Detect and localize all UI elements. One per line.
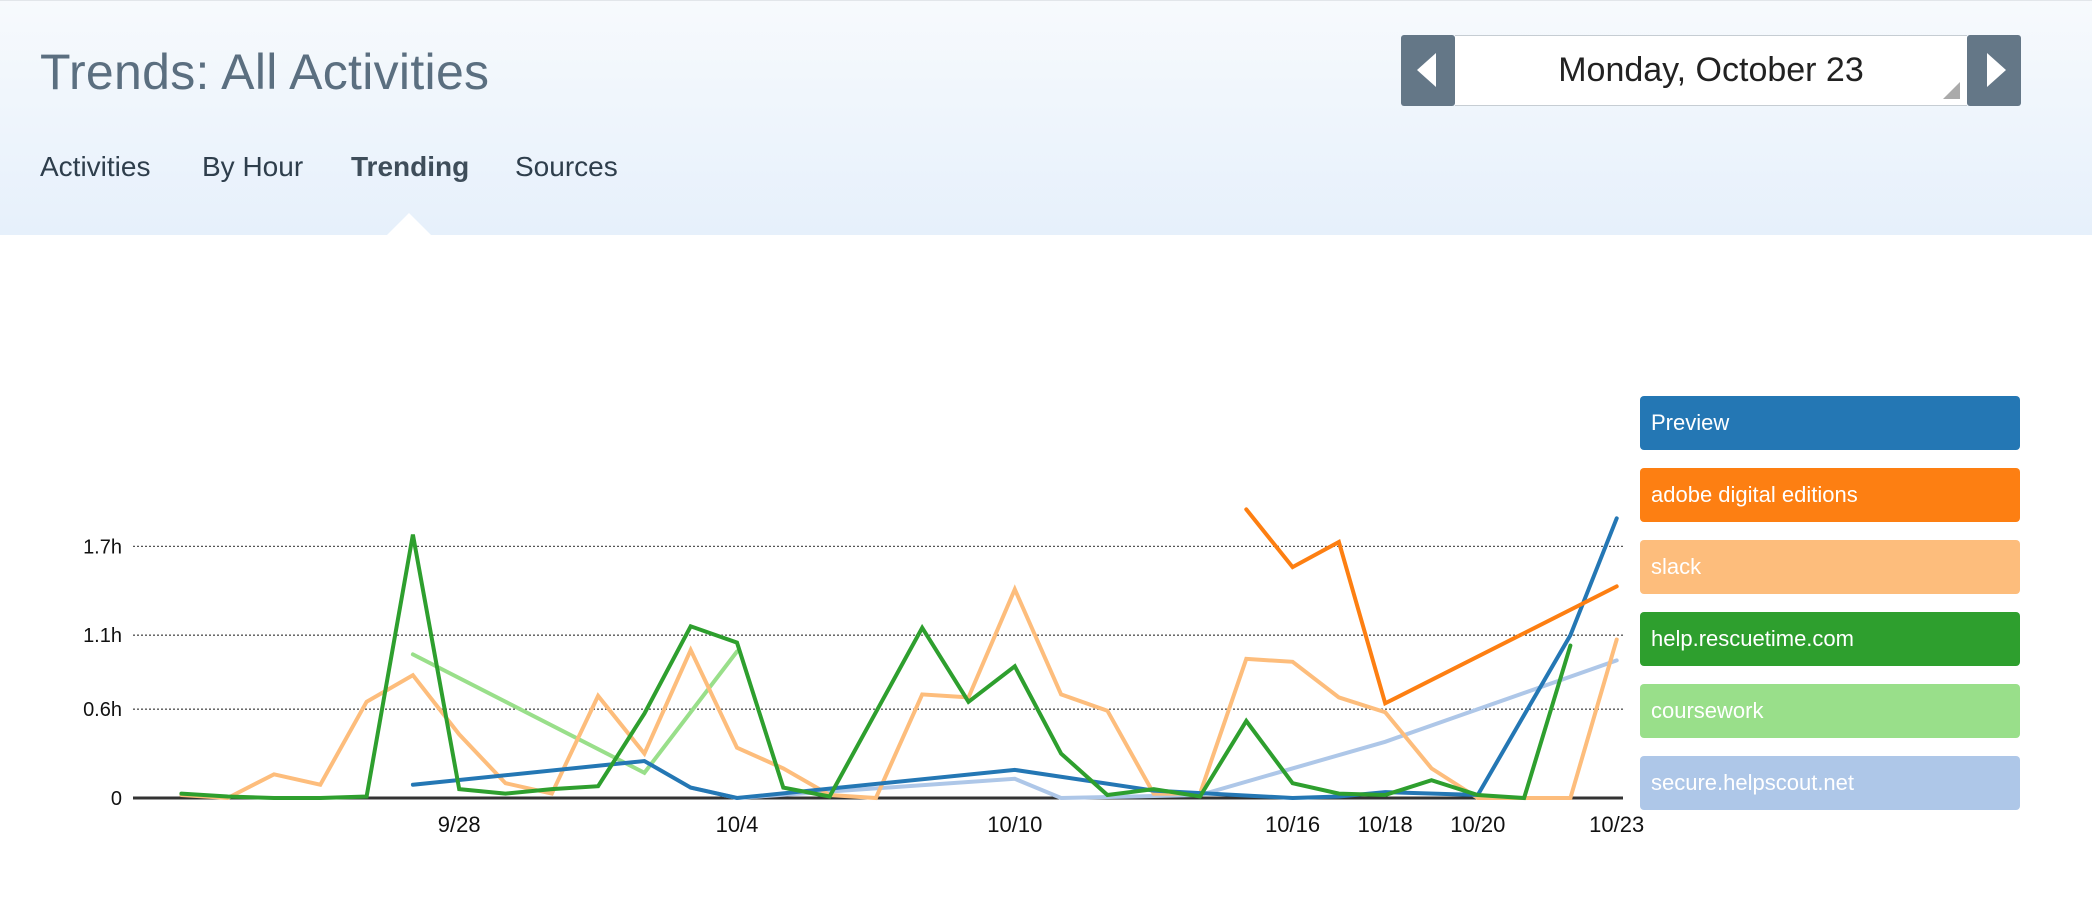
series-line-secure-helpscout-net <box>688 658 1619 801</box>
current-date: Monday, October 23 <box>1558 51 1864 89</box>
x-tick-label: 9/28 <box>438 812 481 837</box>
x-tick-label: 10/4 <box>716 812 759 837</box>
x-tick-label: 10/23 <box>1589 812 1644 837</box>
page-title: Trends: All Activities <box>40 44 490 100</box>
tab-activities[interactable]: Activities <box>40 151 151 182</box>
y-tick-label: 0 <box>111 788 122 810</box>
previous-day-button[interactable] <box>1401 35 1455 106</box>
dropdown-corner-icon <box>1943 82 1960 99</box>
series-line-help-rescuetime-com <box>179 534 1573 801</box>
trend-line-chart: 0 0.6h 1.1h 1.7h 9/28 10/4 10/10 10/16 10/18 10/2… <box>83 507 1644 837</box>
tab-trending[interactable]: Trending <box>351 151 470 182</box>
legend-item-preview[interactable]: Preview <box>1640 396 2020 450</box>
tab-by-hour[interactable]: By Hour <box>202 151 304 182</box>
next-day-button[interactable] <box>1967 35 2021 106</box>
page-header: Trends: All Activities Activities By Hou… <box>0 0 2092 235</box>
series-line-adobe-digital-editions <box>1244 507 1619 707</box>
tab-sources[interactable]: Sources <box>515 151 618 182</box>
legend-item-coursework[interactable]: coursework <box>1640 684 2020 738</box>
legend-item-help-rescuetime-com[interactable]: help.rescuetime.com <box>1640 612 2020 666</box>
chevron-left-icon <box>1417 53 1436 87</box>
chevron-right-icon <box>1987 53 2006 87</box>
active-tab-indicator <box>387 213 431 235</box>
series-line-preview <box>410 516 1619 801</box>
legend-item-slack[interactable]: slack <box>1640 540 2020 594</box>
legend-item-adobe-digital-editions[interactable]: adobe digital editions <box>1640 468 2020 522</box>
series-line-slack <box>179 584 1619 801</box>
x-tick-label: 10/20 <box>1450 812 1505 837</box>
date-navigator: Monday, October 23 <box>1401 35 2021 106</box>
y-tick-label: 0.6h <box>83 699 122 721</box>
x-tick-label: 10/10 <box>987 812 1042 837</box>
x-tick-label: 10/18 <box>1358 812 1413 837</box>
date-picker[interactable]: Monday, October 23 <box>1455 35 1967 106</box>
series-line-coursework <box>410 649 739 776</box>
x-tick-label: 10/16 <box>1265 812 1320 837</box>
y-tick-label: 1.7h <box>83 536 122 558</box>
legend-item-secure-helpscout-net[interactable]: secure.helpscout.net <box>1640 756 2020 810</box>
y-tick-label: 1.1h <box>83 625 122 647</box>
